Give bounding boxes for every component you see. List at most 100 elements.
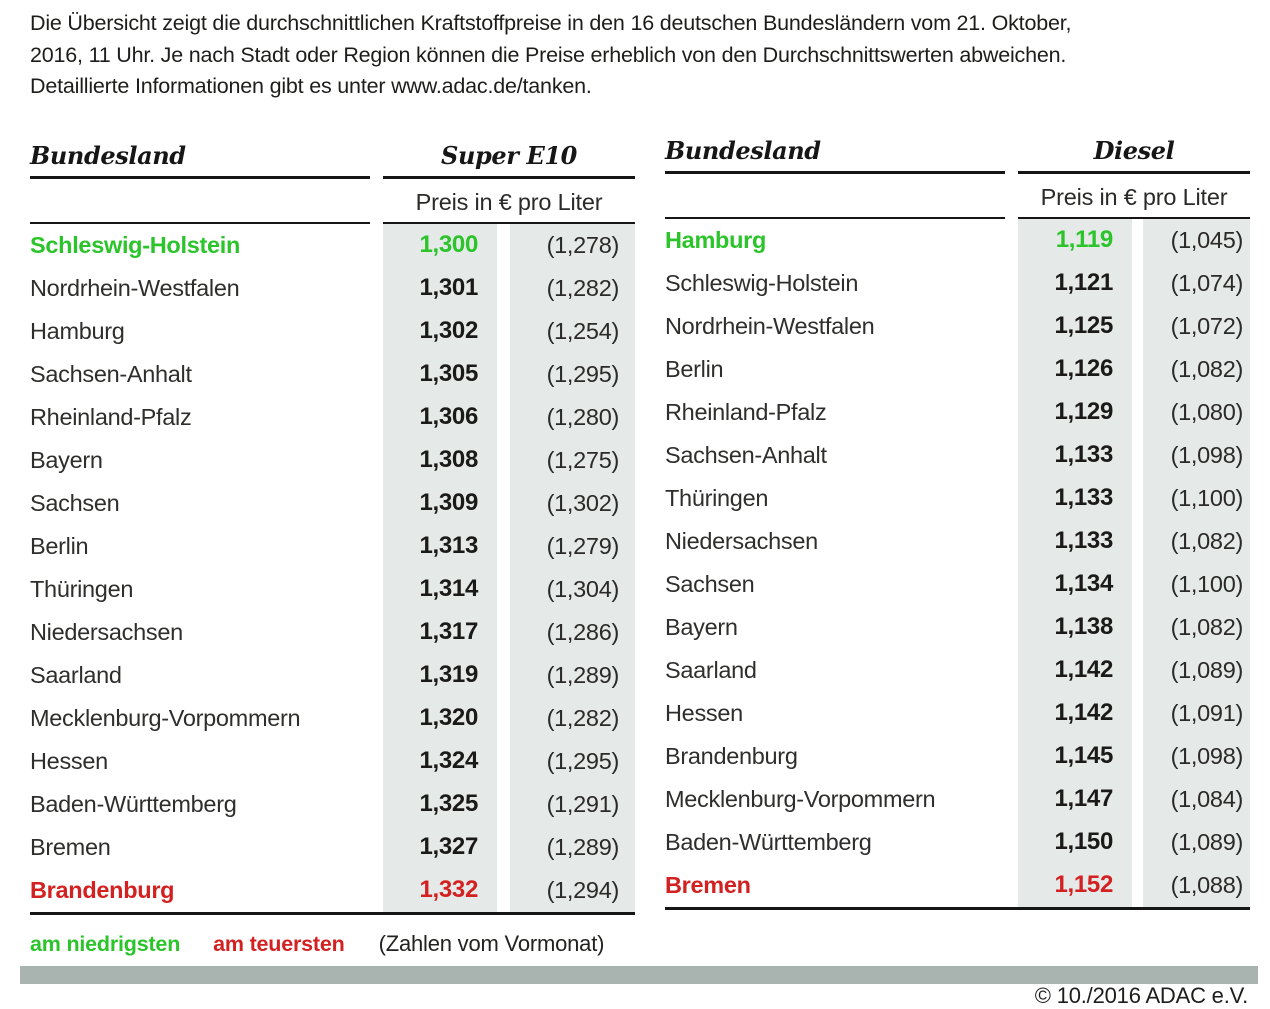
state-name: Hamburg [30, 317, 125, 344]
table-row: Bremen 1,327 (1,289) [30, 825, 635, 869]
price-unit-header: Preis in € pro Liter [1018, 174, 1250, 219]
previous-month-price: (1,278) [510, 223, 635, 267]
state-name: Schleswig-Holstein [665, 269, 859, 296]
state-name: Sachsen [665, 570, 755, 597]
table-row: Rheinland-Pfalz 1,306 (1,280) [30, 395, 635, 439]
diesel-table: Bundesland Diesel Preis in € pro Liter H… [665, 132, 1250, 910]
price-unit-header: Preis in € pro Liter [383, 179, 635, 224]
current-price: 1,134 [1018, 562, 1132, 606]
table-row: Hessen 1,324 (1,295) [30, 739, 635, 783]
state-name: Bayern [30, 446, 103, 473]
empty-header-cell [30, 179, 370, 224]
state-name: Brandenburg [30, 876, 175, 903]
table-row: Sachsen 1,134 (1,100) [665, 562, 1250, 606]
current-price: 1,133 [1018, 476, 1132, 520]
state-name: Nordrhein-Westfalen [30, 274, 240, 301]
current-price: 1,313 [383, 524, 497, 568]
table-row: Hamburg 1,119 (1,045) [665, 218, 1250, 262]
previous-month-price: (1,282) [510, 696, 635, 740]
table-row: Hamburg 1,302 (1,254) [30, 309, 635, 353]
current-price: 1,302 [383, 309, 497, 353]
current-price: 1,150 [1018, 820, 1132, 864]
table-row: Bayern 1,138 (1,082) [665, 605, 1250, 649]
table-body: Hamburg 1,119 (1,045) Schleswig-Holstein… [665, 218, 1250, 910]
current-price: 1,129 [1018, 390, 1132, 434]
previous-month-price: (1,045) [1143, 218, 1250, 262]
previous-month-price: (1,088) [1143, 863, 1250, 907]
price-tables: Bundesland Super E10 Preis in € pro Lite… [0, 136, 1270, 915]
table-row: Saarland 1,142 (1,089) [665, 648, 1250, 692]
state-name: Sachsen-Anhalt [30, 360, 192, 387]
table-row: Bayern 1,308 (1,275) [30, 438, 635, 482]
bundesland-header: Bundesland [30, 137, 370, 179]
legend-lowest-label: am niedrigsten [30, 931, 181, 956]
state-name: Hessen [665, 699, 743, 726]
legend-note: (Zahlen vom Vormonat) [378, 930, 605, 956]
state-name: Sachsen-Anhalt [665, 441, 827, 468]
table-row: Mecklenburg-Vorpommern 1,320 (1,282) [30, 696, 635, 740]
table-row: Brandenburg 1,145 (1,098) [665, 734, 1250, 778]
copyright-text: © 10./2016 ADAC e.V. [1034, 983, 1248, 1008]
intro-text: Die Übersicht zeigt die durchschnittlich… [0, 0, 1270, 103]
empty-header-cell [665, 174, 1005, 219]
previous-month-price: (1,072) [1143, 304, 1250, 348]
state-name: Hessen [30, 747, 108, 774]
current-price: 1,152 [1018, 863, 1132, 907]
table-row: Thüringen 1,314 (1,304) [30, 567, 635, 611]
divider-bar [20, 965, 1258, 984]
state-name: Bayern [665, 613, 738, 640]
current-price: 1,145 [1018, 734, 1132, 778]
current-price: 1,317 [383, 610, 497, 654]
current-price: 1,332 [383, 868, 497, 912]
current-price: 1,125 [1018, 304, 1132, 348]
state-name: Rheinland-Pfalz [665, 398, 827, 425]
table-row: Bremen 1,152 (1,088) [665, 863, 1250, 907]
previous-month-price: (1,304) [510, 567, 635, 611]
current-price: 1,126 [1018, 347, 1132, 391]
previous-month-price: (1,074) [1143, 261, 1250, 305]
previous-month-price: (1,091) [1143, 691, 1250, 735]
previous-month-price: (1,082) [1143, 519, 1250, 563]
current-price: 1,320 [383, 696, 497, 740]
legend-highest-label: am teuersten [213, 931, 345, 956]
table-row: Schleswig-Holstein 1,300 (1,278) [30, 223, 635, 267]
previous-month-price: (1,280) [510, 395, 635, 439]
state-name: Saarland [665, 656, 757, 683]
table-row: Brandenburg 1,332 (1,294) [30, 868, 635, 912]
table-row: Thüringen 1,133 (1,100) [665, 476, 1250, 520]
current-price: 1,325 [383, 782, 497, 826]
current-price: 1,121 [1018, 261, 1132, 305]
table-row: Berlin 1,126 (1,082) [665, 347, 1250, 391]
previous-month-price: (1,289) [510, 653, 635, 697]
state-name: Bremen [30, 833, 111, 860]
table-row: Nordrhein-Westfalen 1,301 (1,282) [30, 266, 635, 310]
previous-month-price: (1,082) [1143, 347, 1250, 391]
previous-month-price: (1,098) [1143, 734, 1250, 778]
current-price: 1,301 [383, 266, 497, 310]
table-row: Rheinland-Pfalz 1,129 (1,080) [665, 390, 1250, 434]
previous-month-price: (1,089) [1143, 648, 1250, 692]
table-body: Schleswig-Holstein 1,300 (1,278) Nordrhe… [30, 223, 635, 915]
current-price: 1,309 [383, 481, 497, 525]
table-row: Nordrhein-Westfalen 1,125 (1,072) [665, 304, 1250, 348]
table-row: Sachsen-Anhalt 1,305 (1,295) [30, 352, 635, 396]
state-name: Mecklenburg-Vorpommern [665, 785, 936, 812]
previous-month-price: (1,289) [510, 825, 635, 869]
previous-month-price: (1,295) [510, 739, 635, 783]
intro-line: Die Übersicht zeigt die durchschnittlich… [30, 11, 1072, 35]
state-name: Bremen [665, 871, 751, 898]
previous-month-price: (1,294) [510, 868, 635, 912]
current-price: 1,119 [1018, 218, 1132, 262]
state-name: Berlin [665, 355, 724, 382]
state-name: Sachsen [30, 489, 120, 516]
previous-month-price: (1,282) [510, 266, 635, 310]
previous-month-price: (1,275) [510, 438, 635, 482]
current-price: 1,147 [1018, 777, 1132, 821]
current-price: 1,319 [383, 653, 497, 697]
state-name: Hamburg [665, 226, 767, 253]
state-name: Baden-Württemberg [665, 828, 872, 855]
state-name: Mecklenburg-Vorpommern [30, 704, 301, 731]
previous-month-price: (1,082) [1143, 605, 1250, 649]
previous-month-price: (1,254) [510, 309, 635, 353]
table-header-row: Bundesland Diesel [665, 132, 1250, 174]
